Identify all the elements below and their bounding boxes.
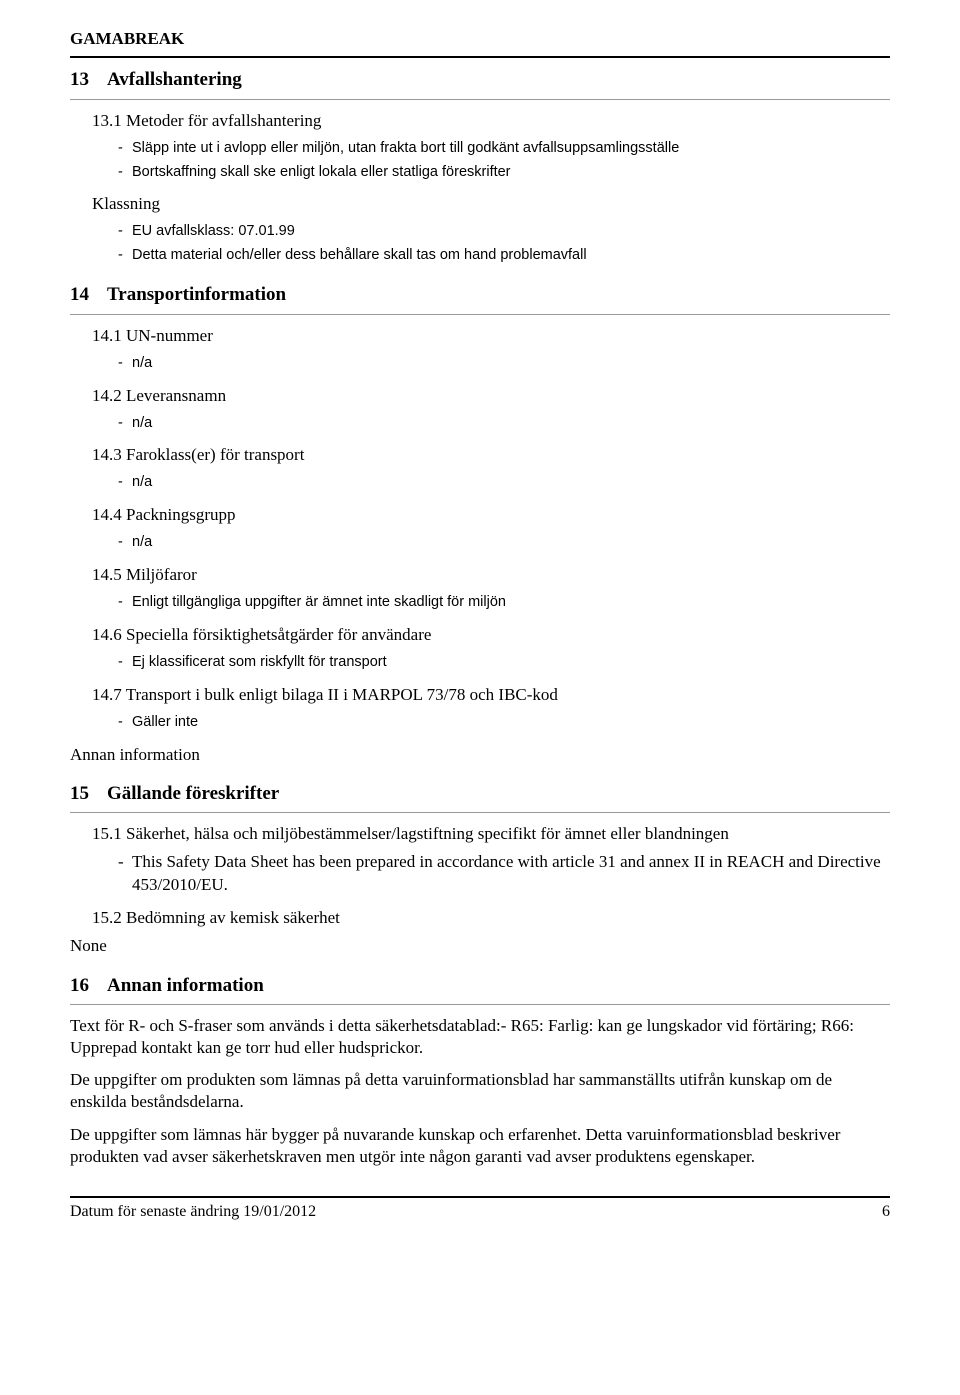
subheading-14-4: 14.4 Packningsgrupp [70,504,890,526]
subheading-klassning: Klassning [70,193,890,215]
subheading-15-1: 15.1 Säkerhet, hälsa och miljöbestämmels… [70,823,890,845]
section-13-heading: 13 Avfallshantering [70,68,890,100]
section-16-number: 16 [70,974,89,999]
list-item: This Safety Data Sheet has been prepared… [118,851,890,897]
product-name: GAMABREAK [70,29,184,48]
list-item: Gäller inte [118,712,890,734]
section-14-title: Transportinformation [107,283,286,308]
list-item: n/a [118,413,890,435]
bullets-14-7: Gäller inte [70,712,890,734]
none-text: None [70,935,890,957]
page-footer: Datum för senaste ändring 19/01/2012 6 [70,1196,890,1223]
list-item: n/a [118,472,890,494]
bullets-14-2: n/a [70,413,890,435]
subheading-14-1: 14.1 UN-nummer [70,325,890,347]
subheading-14-2: 14.2 Leveransnamn [70,385,890,407]
section-16-title: Annan information [107,974,264,999]
subheading-14-3: 14.3 Faroklass(er) för transport [70,444,890,466]
list-item: Bortskaffning skall ske enligt lokala el… [118,162,890,184]
section-14-heading: 14 Transportinformation [70,283,890,315]
subheading-14-5: 14.5 Miljöfaror [70,564,890,586]
bullets-13-1: Släpp inte ut i avlopp eller miljön, uta… [70,138,890,184]
subheading-14-6: 14.6 Speciella försiktighetsåtgärder för… [70,624,890,646]
section-16-heading: 16 Annan information [70,974,890,1006]
section-14-number: 14 [70,283,89,308]
subheading-15-2: 15.2 Bedömning av kemisk säkerhet [70,907,890,929]
page-header: GAMABREAK [70,28,890,58]
section-13-number: 13 [70,68,89,93]
subheading-13-1: 13.1 Metoder för avfallshantering [70,110,890,132]
bullets-14-4: n/a [70,532,890,554]
para-16-3: De uppgifter som lämnas här bygger på nu… [70,1124,890,1168]
list-item: n/a [118,532,890,554]
section-15-title: Gällande föreskrifter [107,782,279,807]
bullets-14-3: n/a [70,472,890,494]
list-item: EU avfallsklass: 07.01.99 [118,221,890,243]
footer-date: Datum för senaste ändring 19/01/2012 [70,1202,316,1223]
bullets-14-5: Enligt tillgängliga uppgifter är ämnet i… [70,592,890,614]
list-item: Detta material och/eller dess behållare … [118,245,890,267]
section-15-heading: 15 Gällande föreskrifter [70,782,890,814]
footer-page-number: 6 [882,1202,890,1223]
section-13-title: Avfallshantering [107,68,242,93]
bullets-14-1: n/a [70,353,890,375]
para-16-1: Text för R- och S-fraser som används i d… [70,1015,890,1059]
list-item: Släpp inte ut i avlopp eller miljön, uta… [118,138,890,160]
section-15-number: 15 [70,782,89,807]
bullets-14-6: Ej klassificerat som riskfyllt för trans… [70,652,890,674]
list-item: Ej klassificerat som riskfyllt för trans… [118,652,890,674]
list-item: Enligt tillgängliga uppgifter är ämnet i… [118,592,890,614]
bullets-klassning: EU avfallsklass: 07.01.99 Detta material… [70,221,890,267]
para-16-2: De uppgifter om produkten som lämnas på … [70,1069,890,1113]
list-item: n/a [118,353,890,375]
bullets-15-1: This Safety Data Sheet has been prepared… [70,851,890,897]
annan-info-14: Annan information [70,744,890,766]
subheading-14-7: 14.7 Transport i bulk enligt bilaga II i… [70,684,890,706]
